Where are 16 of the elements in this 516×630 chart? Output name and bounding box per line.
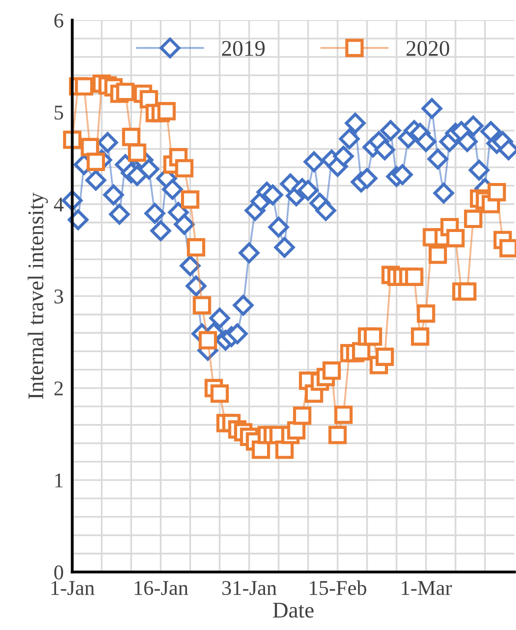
x-tick-label: 1-Jan [52,581,94,596]
y-tick-label: 1 [55,474,63,488]
y-axis-title: Internal travel intensity [28,192,48,399]
x-tick-label: 15-Feb [310,580,366,596]
y-tick-label: 3 [54,290,64,304]
x-tick-label: 16-Jan [134,581,188,596]
legend-label: 2020 [406,40,450,56]
y-tick-label: 0 [54,565,64,580]
x-tick-label: 31-Jan [222,581,277,596]
y-tick-label: 6 [54,14,64,28]
y-tick-label: 4 [54,198,64,212]
x-axis-title: Date [273,602,314,618]
y-tick-label: 2 [54,382,63,396]
x-tick-label: 1-Mar [402,581,452,596]
y-tick-label: 5 [54,106,64,120]
legend-label: 2019 [222,40,265,56]
